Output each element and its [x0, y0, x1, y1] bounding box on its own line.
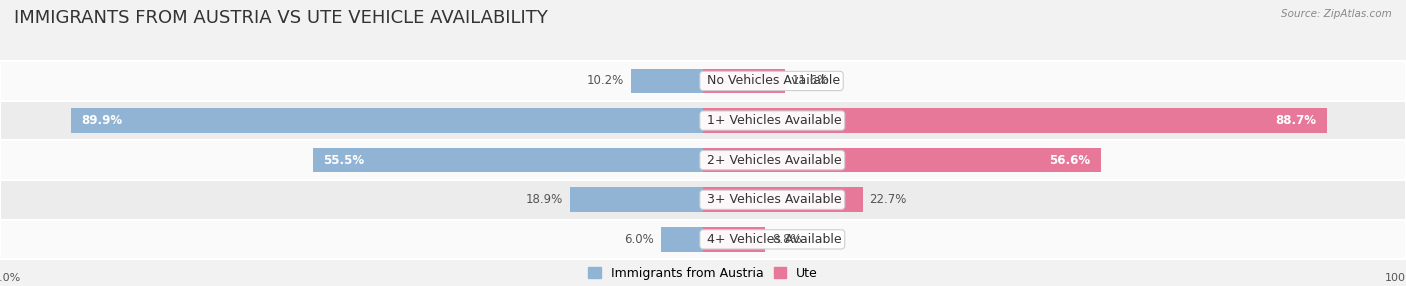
Text: IMMIGRANTS FROM AUSTRIA VS UTE VEHICLE AVAILABILITY: IMMIGRANTS FROM AUSTRIA VS UTE VEHICLE A… [14, 9, 548, 27]
Bar [661, 227, 703, 252]
Bar [703, 108, 1327, 133]
Bar [703, 69, 785, 93]
Text: 11.6%: 11.6% [792, 74, 830, 88]
Text: 55.5%: 55.5% [323, 154, 364, 167]
Bar [0, 140, 1406, 180]
Bar [312, 148, 703, 172]
Text: 89.9%: 89.9% [82, 114, 122, 127]
Text: No Vehicles Available: No Vehicles Available [703, 74, 841, 88]
Text: 88.7%: 88.7% [1275, 114, 1316, 127]
Text: Source: ZipAtlas.com: Source: ZipAtlas.com [1281, 9, 1392, 19]
Text: 1+ Vehicles Available: 1+ Vehicles Available [703, 114, 842, 127]
Legend: Immigrants from Austria, Ute: Immigrants from Austria, Ute [588, 267, 818, 280]
Text: 22.7%: 22.7% [869, 193, 907, 206]
Text: 3+ Vehicles Available: 3+ Vehicles Available [703, 193, 842, 206]
Text: 6.0%: 6.0% [624, 233, 654, 246]
Bar [571, 188, 703, 212]
Text: 2+ Vehicles Available: 2+ Vehicles Available [703, 154, 842, 167]
Text: 8.8%: 8.8% [772, 233, 801, 246]
Bar [703, 148, 1101, 172]
Bar [0, 61, 1406, 101]
Text: 4+ Vehicles Available: 4+ Vehicles Available [703, 233, 842, 246]
Bar [631, 69, 703, 93]
Bar [703, 188, 863, 212]
Text: 18.9%: 18.9% [526, 193, 564, 206]
Bar [0, 220, 1406, 259]
Text: 10.2%: 10.2% [588, 74, 624, 88]
Bar [0, 101, 1406, 140]
Bar [703, 227, 765, 252]
Bar [70, 108, 703, 133]
Bar [0, 180, 1406, 220]
Text: 56.6%: 56.6% [1049, 154, 1091, 167]
